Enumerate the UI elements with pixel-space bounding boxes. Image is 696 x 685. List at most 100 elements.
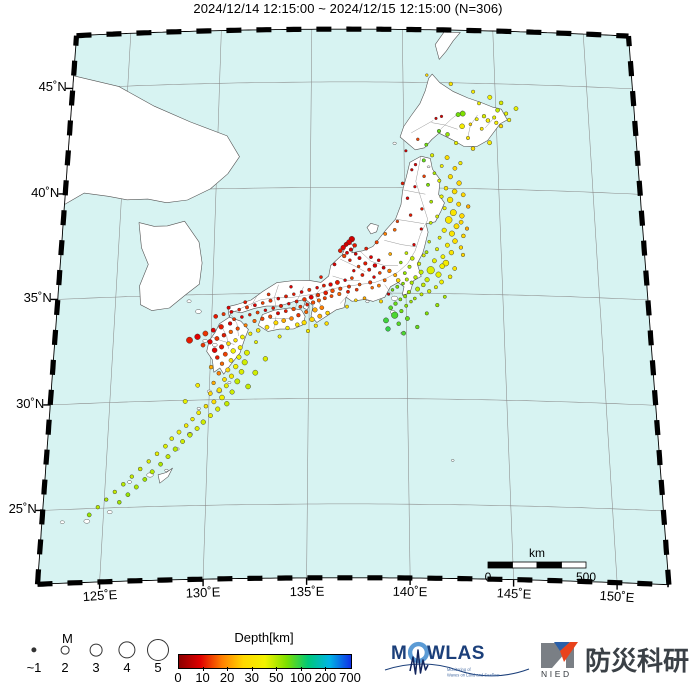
earthquake-marker[interactable] (285, 325, 290, 331)
earthquake-marker[interactable] (234, 378, 241, 385)
earthquake-marker[interactable] (404, 277, 409, 282)
earthquake-marker[interactable] (477, 101, 481, 106)
earthquake-marker[interactable] (354, 298, 358, 303)
earthquake-marker[interactable] (479, 126, 484, 131)
earthquake-marker[interactable] (137, 466, 143, 472)
earthquake-marker[interactable] (226, 341, 231, 346)
earthquake-marker[interactable] (149, 469, 155, 475)
earthquake-marker[interactable] (383, 232, 388, 236)
earthquake-marker[interactable] (323, 290, 329, 296)
earthquake-marker[interactable] (393, 273, 398, 278)
earthquake-marker[interactable] (383, 317, 389, 324)
earthquake-marker[interactable] (142, 477, 148, 482)
earthquake-marker[interactable] (402, 271, 407, 275)
earthquake-marker[interactable] (399, 309, 404, 314)
earthquake-marker[interactable] (364, 246, 369, 251)
earthquake-marker[interactable] (420, 207, 424, 211)
earthquake-marker[interactable] (244, 349, 250, 356)
earthquake-marker[interactable] (386, 292, 391, 296)
earthquake-marker[interactable] (474, 117, 479, 122)
earthquake-marker[interactable] (460, 252, 466, 257)
earthquake-marker[interactable] (301, 320, 307, 326)
earthquake-marker[interactable] (165, 454, 171, 460)
earthquake-marker[interactable] (338, 286, 343, 291)
earthquake-marker[interactable] (211, 347, 218, 353)
earthquake-marker[interactable] (407, 264, 412, 269)
earthquake-marker[interactable] (417, 261, 422, 266)
earthquake-marker[interactable] (447, 196, 454, 203)
earthquake-marker[interactable] (353, 252, 358, 256)
earthquake-marker[interactable] (494, 120, 499, 125)
earthquake-marker[interactable] (248, 331, 253, 336)
earthquake-marker[interactable] (222, 377, 227, 382)
earthquake-marker[interactable] (449, 209, 457, 216)
earthquake-marker[interactable] (252, 369, 259, 376)
earthquake-marker[interactable] (310, 300, 316, 305)
earthquake-marker[interactable] (296, 313, 301, 318)
earthquake-marker[interactable] (260, 301, 265, 305)
earthquake-marker[interactable] (308, 294, 314, 300)
earthquake-marker[interactable] (233, 338, 238, 343)
earthquake-marker[interactable] (454, 140, 459, 146)
earthquake-marker[interactable] (460, 192, 466, 198)
earthquake-marker[interactable] (208, 364, 214, 370)
earthquake-marker[interactable] (186, 336, 193, 344)
earthquake-marker[interactable] (337, 248, 343, 254)
earthquake-marker[interactable] (354, 287, 359, 292)
earthquake-marker[interactable] (347, 284, 351, 289)
earthquake-marker[interactable] (345, 304, 349, 309)
earthquake-marker[interactable] (401, 281, 405, 286)
earthquake-marker[interactable] (385, 326, 391, 332)
earthquake-marker[interactable] (470, 146, 476, 151)
earthquake-marker[interactable] (112, 489, 117, 495)
earthquake-marker[interactable] (222, 351, 228, 357)
earthquake-marker[interactable] (506, 117, 512, 123)
earthquake-marker[interactable] (307, 287, 312, 292)
earthquake-marker[interactable] (401, 330, 407, 336)
earthquake-marker[interactable] (377, 271, 382, 275)
earthquake-marker[interactable] (410, 256, 415, 261)
earthquake-marker[interactable] (224, 401, 230, 407)
earthquake-marker[interactable] (248, 312, 252, 317)
earthquake-markers[interactable] (86, 73, 519, 518)
earthquake-marker[interactable] (233, 363, 239, 370)
earthquake-marker[interactable] (452, 238, 458, 244)
earthquake-marker[interactable] (412, 296, 417, 301)
earthquake-marker[interactable] (400, 181, 405, 186)
earthquake-marker[interactable] (287, 301, 291, 306)
earthquake-marker[interactable] (294, 299, 299, 304)
earthquake-marker[interactable] (268, 314, 273, 319)
earthquake-marker[interactable] (357, 256, 362, 261)
earthquake-marker[interactable] (316, 298, 321, 303)
earthquake-marker[interactable] (398, 297, 403, 302)
earthquake-marker[interactable] (495, 107, 500, 113)
earthquake-marker[interactable] (317, 313, 323, 319)
earthquake-marker[interactable] (219, 344, 225, 350)
earthquake-marker[interactable] (241, 359, 248, 366)
earthquake-marker[interactable] (324, 321, 329, 326)
earthquake-marker[interactable] (448, 249, 455, 256)
earthquake-marker[interactable] (431, 258, 437, 264)
earthquake-marker[interactable] (228, 373, 235, 379)
earthquake-marker[interactable] (436, 129, 442, 134)
earthquake-marker[interactable] (245, 383, 251, 390)
earthquake-marker[interactable] (421, 158, 426, 163)
earthquake-marker[interactable] (372, 263, 378, 268)
earthquake-marker[interactable] (236, 354, 242, 360)
earthquake-marker[interactable] (433, 285, 438, 290)
earthquake-marker[interactable] (253, 303, 257, 308)
earthquake-marker[interactable] (312, 307, 318, 313)
earthquake-marker[interactable] (396, 321, 401, 326)
earthquake-marker[interactable] (146, 459, 151, 464)
earthquake-marker[interactable] (363, 261, 368, 266)
earthquake-marker[interactable] (350, 276, 354, 280)
earthquake-marker[interactable] (362, 296, 367, 301)
earthquake-marker[interactable] (223, 383, 229, 389)
earthquake-marker[interactable] (125, 492, 131, 498)
earthquake-marker[interactable] (214, 336, 220, 341)
earthquake-marker[interactable] (334, 279, 340, 285)
earthquake-marker[interactable] (427, 239, 431, 244)
earthquake-marker[interactable] (413, 275, 418, 280)
earthquake-marker[interactable] (403, 294, 408, 299)
earthquake-marker[interactable] (276, 296, 281, 301)
